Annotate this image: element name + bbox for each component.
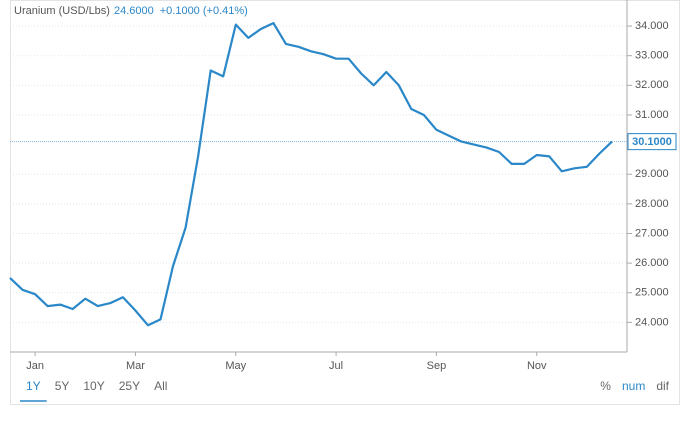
mode-button[interactable]: dif (656, 379, 669, 393)
last-value: 24.6000 (114, 5, 154, 17)
y-tick-label: 34.000 (635, 20, 669, 32)
x-tick-label: May (225, 360, 246, 372)
range-button[interactable]: All (154, 379, 167, 393)
chart-frame (10, 0, 680, 405)
x-tick-label: Jan (26, 360, 44, 372)
range-button[interactable]: 1Y (26, 379, 41, 393)
y-tick-label: 33.000 (635, 50, 669, 62)
mode-button[interactable]: % (600, 379, 611, 393)
last-price-box (627, 133, 677, 151)
y-tick-label: 31.000 (635, 109, 669, 121)
x-tick-label: Mar (126, 360, 145, 372)
y-tick-label: 24.000 (635, 316, 669, 328)
y-tick-label: 27.000 (635, 227, 669, 239)
y-tick-label: 32.000 (635, 79, 669, 91)
range-button[interactable]: 25Y (119, 379, 140, 393)
instrument-name: Uranium (USD/Lbs) (14, 5, 110, 17)
mode-button[interactable]: num (622, 379, 645, 393)
price-line (9, 22, 613, 327)
y-tick-label: 28.000 (635, 198, 669, 210)
x-tick-label: Sep (427, 360, 447, 372)
y-tick-label: 25.000 (635, 287, 669, 299)
range-button[interactable]: 10Y (83, 379, 104, 393)
x-tick-label: Nov (527, 360, 547, 372)
y-tick-label: 26.000 (635, 257, 669, 269)
chart-title: Uranium (USD/Lbs) 24.6000 +0.1000 (+0.41%) (14, 5, 248, 17)
change: +0.1000 (+0.41%) (160, 5, 248, 17)
x-tick-label: Jul (329, 360, 343, 372)
y-tick-label: 29.000 (635, 168, 669, 180)
last-price-label: 30.1000 (632, 136, 672, 148)
range-button[interactable]: 5Y (55, 379, 70, 393)
